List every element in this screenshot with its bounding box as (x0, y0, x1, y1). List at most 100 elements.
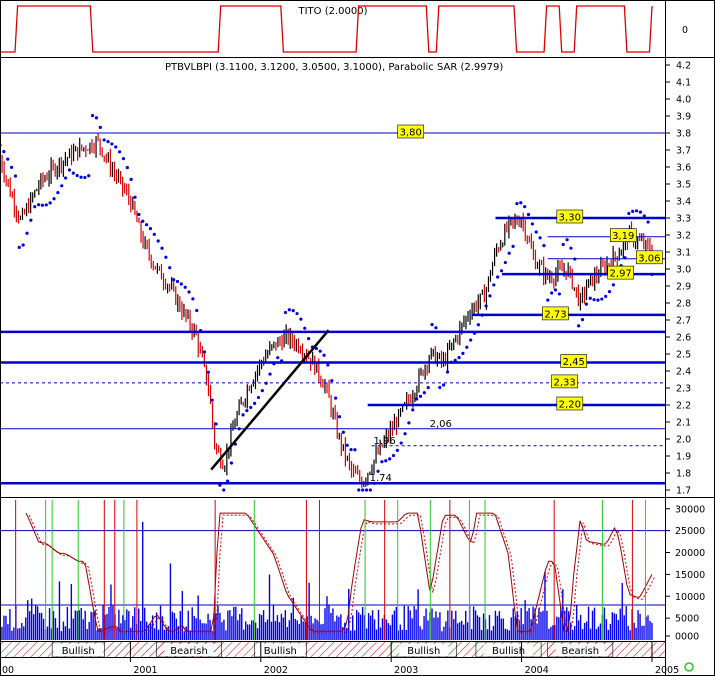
sar-dot (376, 469, 380, 473)
sar-dot (361, 488, 365, 492)
sar-dot (160, 246, 164, 250)
level-label: 3,06 (638, 253, 660, 264)
price-y-tick-label: 3.9 (676, 112, 691, 123)
regime-label-bg (53, 644, 103, 656)
sar-dot (179, 282, 183, 286)
level-label: 2,97 (610, 269, 632, 280)
price-title: PTBVLBPI (3.1100, 3.1200, 3.0500, 3.1000… (165, 62, 503, 73)
regime-label-bg (483, 644, 534, 656)
sar-dot (526, 212, 531, 217)
indicator-path (0, 5, 653, 53)
price-y-tick-label: 2.8 (676, 299, 691, 310)
trend-line (210, 329, 330, 471)
sar-dot (295, 311, 299, 316)
regime-label-bg (255, 644, 306, 656)
level-label-box (542, 306, 569, 321)
sar-dot (465, 345, 469, 349)
sar-dot (63, 176, 68, 180)
sar-dot (48, 201, 52, 205)
sar-dot (607, 289, 612, 294)
sar-dot (646, 220, 650, 224)
sar-dot (133, 195, 137, 199)
sar-dot (241, 413, 245, 417)
sar-dot (75, 173, 79, 178)
sar-dot (604, 294, 608, 298)
sar-dot (488, 294, 492, 298)
sar-dot (341, 430, 345, 434)
sar-dot (249, 405, 253, 410)
sar-dot (634, 209, 639, 213)
sar-dot (515, 202, 519, 206)
level-label: 3,19 (612, 231, 634, 242)
x-tick-label: 2004 (525, 665, 549, 676)
sar-dot (90, 114, 95, 118)
sar-dot (29, 218, 33, 222)
price-y-tick-label: 3.6 (676, 163, 691, 174)
sar-dot (422, 391, 426, 395)
price-y-tick-label: 2.1 (676, 418, 691, 429)
sar-dot (523, 205, 527, 209)
sar-dot (222, 488, 226, 492)
sar-dot (337, 415, 342, 419)
sar-dot (445, 370, 450, 374)
sar-dot (168, 266, 172, 270)
sar-dot (52, 197, 56, 201)
price-y-tick-label: 3.2 (676, 231, 691, 242)
sar-dot (17, 245, 21, 249)
sar-dot (368, 488, 372, 492)
sar-dot (210, 398, 214, 402)
x-tick-label: 2003 (394, 665, 418, 676)
sar-dot (507, 251, 511, 255)
sar-dot (164, 255, 168, 259)
sar-dot (334, 396, 338, 400)
sar-dot (137, 212, 141, 217)
sar-dot (499, 269, 504, 273)
price-y-tick-label: 4.2 (676, 61, 691, 72)
sar-dot (384, 459, 388, 463)
price-y-tick-label: 2.7 (676, 316, 691, 327)
indicator-line (0, 5, 653, 53)
price-y-tick-label: 4.0 (676, 95, 691, 106)
volume-y-tick-label: 20000 (675, 548, 705, 559)
level-label-box (397, 124, 425, 139)
sar-dot (121, 157, 126, 161)
sar-dot (353, 448, 357, 452)
sar-dot (94, 116, 99, 120)
level-label-box (556, 396, 584, 411)
sar-dot (117, 150, 122, 154)
level-label-box (556, 209, 584, 224)
sar-dot (287, 308, 291, 312)
sar-dot (476, 323, 480, 327)
sar-dot (484, 304, 488, 308)
price-y-tick-label: 2.6 (676, 333, 691, 344)
regime-label-bg (399, 644, 449, 656)
regime-label: Bearish (561, 646, 599, 657)
sar-dot (253, 401, 257, 405)
level-label-box (560, 354, 588, 368)
sar-dot (542, 243, 546, 248)
sar-dot (6, 157, 10, 161)
support-resistance-levels: 3,80 3,30 3,19 3,06 2,97 2,73 2,45 2,33 2,20 2,06… (0, 124, 665, 485)
sar-dot (326, 363, 330, 367)
price-y-tick-label: 2.9 (676, 282, 691, 293)
price-y-tick-label: 1.9 (676, 452, 691, 463)
oscillator-lines (0, 500, 665, 640)
oscillator-signal-line (28, 514, 656, 634)
sar-dot (268, 372, 272, 376)
sar-dot (492, 283, 496, 287)
sar-dot (511, 244, 515, 248)
price-y-tick-label: 3.1 (676, 248, 691, 259)
sar-dot (114, 145, 118, 149)
level-label-box (551, 374, 578, 389)
price-y-tick-label: 3.0 (676, 265, 691, 276)
sar-dot (318, 349, 322, 353)
price-y-tick-label: 1.8 (676, 469, 691, 480)
sar-dot (349, 448, 353, 452)
regime-label-bg (555, 644, 605, 656)
sar-dot (592, 298, 596, 302)
price-y-tick-label: 3.7 (676, 146, 691, 157)
sar-dot (565, 238, 569, 242)
sar-dot (550, 291, 554, 295)
